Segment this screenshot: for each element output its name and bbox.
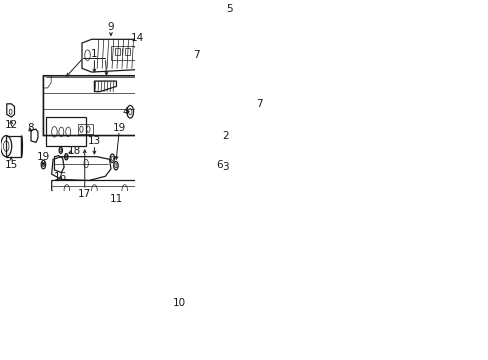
- Text: 7: 7: [256, 99, 263, 109]
- Text: 2: 2: [222, 131, 228, 140]
- Bar: [6, 136, 21, 157]
- Bar: [183, 123, 189, 133]
- Text: 11: 11: [110, 194, 123, 204]
- Text: 12: 12: [5, 120, 19, 130]
- Bar: [199, 125, 221, 146]
- Text: 1: 1: [91, 49, 98, 59]
- Text: 16: 16: [54, 172, 67, 182]
- Bar: [199, 157, 221, 178]
- Bar: [125, 48, 130, 55]
- Text: 14: 14: [131, 33, 144, 43]
- Text: 19: 19: [37, 152, 50, 162]
- Text: 3: 3: [222, 162, 228, 172]
- Text: 18: 18: [68, 147, 81, 156]
- Bar: [115, 48, 120, 55]
- Bar: [78, 124, 93, 135]
- Bar: [111, 46, 136, 60]
- Text: 4: 4: [122, 107, 129, 117]
- Bar: [46, 117, 86, 146]
- Text: 9: 9: [107, 22, 114, 32]
- Text: 19: 19: [112, 123, 125, 132]
- Text: 6: 6: [216, 159, 223, 170]
- Text: 10: 10: [172, 298, 185, 308]
- Text: 17: 17: [78, 189, 91, 199]
- Text: 13: 13: [88, 136, 101, 146]
- Text: 8: 8: [28, 123, 34, 132]
- Text: 15: 15: [4, 159, 18, 170]
- Text: 7: 7: [193, 50, 199, 60]
- Text: 5: 5: [225, 4, 232, 14]
- Bar: [183, 109, 189, 118]
